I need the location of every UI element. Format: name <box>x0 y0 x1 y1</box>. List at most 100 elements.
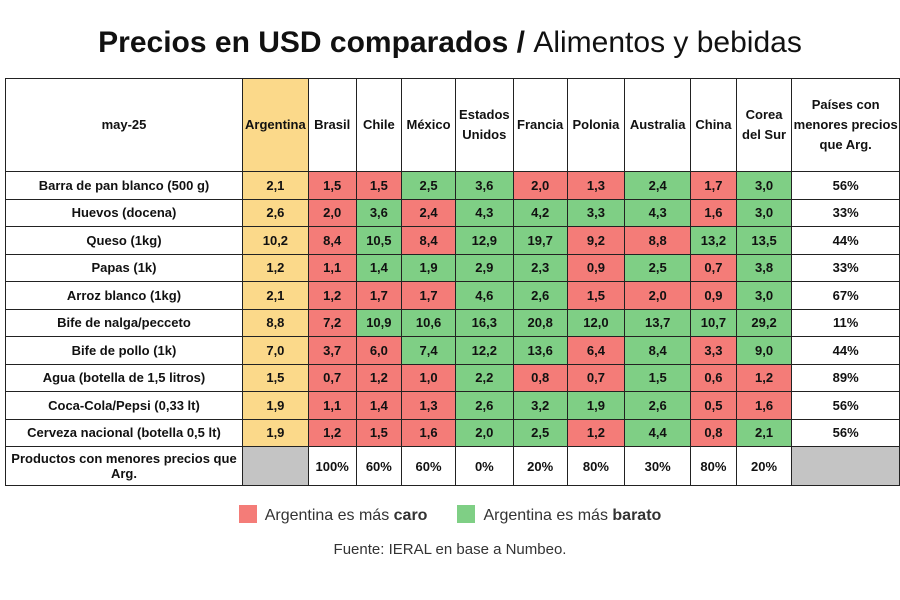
summary-cell: 30% <box>624 446 692 486</box>
price-cell: 1,9 <box>401 253 456 282</box>
price-cell: 3,0 <box>735 198 793 227</box>
row-label: Cerveza nacional (botella 0,5 lt) <box>5 418 243 447</box>
price-cell: 1,6 <box>735 391 793 420</box>
header-argentina: Argentina <box>241 78 309 172</box>
price-cell: 1,2 <box>355 363 403 392</box>
price-cell: 2,9 <box>454 253 514 282</box>
share-cell: 11% <box>791 308 900 337</box>
price-cell: 8,4 <box>624 336 692 365</box>
price-cell: 2,1 <box>241 171 309 200</box>
summary-cell: 60% <box>355 446 403 486</box>
price-cell: 2,6 <box>241 198 309 227</box>
legend-swatch-red <box>238 505 257 523</box>
share-cell: 44% <box>791 336 900 365</box>
price-cell: 4,6 <box>454 281 514 310</box>
empty-cell <box>791 446 900 486</box>
price-cell: 2,0 <box>307 198 357 227</box>
title-sub: Alimentos y bebidas <box>533 26 802 59</box>
row-label: Queso (1kg) <box>5 226 243 255</box>
price-cell: 10,7 <box>690 308 737 337</box>
price-cell: 4,2 <box>512 198 568 227</box>
price-cell: 1,3 <box>566 171 626 200</box>
summary-cell: 20% <box>735 446 793 486</box>
share-cell: 89% <box>791 363 900 392</box>
table-row: Agua (botella de 1,5 litros) 1,5 0,7 1,2 1,0… <box>5 363 900 392</box>
price-cell: 1,4 <box>355 391 403 420</box>
summary-cell: 60% <box>401 446 456 486</box>
row-label: Agua (botella de 1,5 litros) <box>5 363 243 392</box>
price-cell: 0,6 <box>690 363 737 392</box>
header-brasil: Brasil <box>307 78 357 172</box>
table-row: Papas (1k) 1,2 1,1 1,4 1,9 2,9 2,3 0,9 2,5 0,7 3,8… <box>5 253 900 282</box>
price-cell: 19,7 <box>512 226 568 255</box>
price-cell: 8,8 <box>624 226 692 255</box>
table-row: Queso (1kg) 10,2 8,4 10,5 8,4 12,9 19,7 9,2 8,8 1… <box>5 226 900 255</box>
price-cell: 1,0 <box>401 363 456 392</box>
price-cell: 1,5 <box>566 281 626 310</box>
price-cell: 3,7 <box>307 336 357 365</box>
row-label: Huevos (docena) <box>5 198 243 227</box>
price-cell: 1,6 <box>401 418 456 447</box>
price-cell: 0,9 <box>566 253 626 282</box>
empty-cell <box>241 446 309 486</box>
table-row: Huevos (docena) 2,6 2,0 3,6 2,4 4,3 4,2 3,3 4,3 1… <box>5 198 900 227</box>
price-cell: 1,3 <box>401 391 456 420</box>
price-cell: 2,5 <box>624 253 692 282</box>
price-cell: 6,0 <box>355 336 403 365</box>
price-cell: 2,4 <box>401 198 456 227</box>
share-cell: 33% <box>791 198 900 227</box>
price-cell: 0,7 <box>307 363 357 392</box>
share-cell: 44% <box>791 226 900 255</box>
price-cell: 1,5 <box>355 418 403 447</box>
table-row: Bife de pollo (1k) 7,0 3,7 6,0 7,4 12,2 13,6 6,… <box>5 336 900 365</box>
price-cell: 2,2 <box>454 363 514 392</box>
share-cell: 67% <box>791 281 900 310</box>
price-cell: 1,2 <box>735 363 793 392</box>
price-cell: 10,6 <box>401 308 456 337</box>
price-cell: 1,2 <box>566 418 626 447</box>
header-chile: Chile <box>355 78 403 172</box>
price-cell: 1,7 <box>401 281 456 310</box>
price-cell: 12,2 <box>454 336 514 365</box>
row-label: Bife de nalga/pecceto <box>5 308 243 337</box>
price-cell: 3,8 <box>735 253 793 282</box>
price-cell: 2,5 <box>512 418 568 447</box>
price-cell: 8,4 <box>401 226 456 255</box>
price-cell: 10,2 <box>241 226 309 255</box>
price-cell: 0,7 <box>566 363 626 392</box>
price-cell: 2,5 <box>401 171 456 200</box>
table-row: Arroz blanco (1kg) 2,1 1,2 1,7 1,7 4,6 2,6 1,5 2… <box>5 281 900 310</box>
price-cell: 1,2 <box>307 281 357 310</box>
price-cell: 1,2 <box>307 418 357 447</box>
row-label: Arroz blanco (1kg) <box>5 281 243 310</box>
header-corea-del-sur: Corea del Sur <box>735 78 793 172</box>
price-cell: 0,5 <box>690 391 737 420</box>
price-cell: 13,5 <box>735 226 793 255</box>
share-cell: 33% <box>791 253 900 282</box>
price-cell: 1,5 <box>307 171 357 200</box>
price-cell: 1,5 <box>624 363 692 392</box>
price-cell: 2,0 <box>512 171 568 200</box>
price-cell: 1,6 <box>690 198 737 227</box>
price-cell: 3,0 <box>735 171 793 200</box>
share-cell: 56% <box>791 418 900 447</box>
price-cell: 20,8 <box>512 308 568 337</box>
price-cell: 2,3 <box>512 253 568 282</box>
price-cell: 3,6 <box>355 198 403 227</box>
price-cell: 1,9 <box>566 391 626 420</box>
price-table: may-25 Argentina Brasil Chile México Estados … <box>5 78 900 486</box>
legend-item-barato: Argentina es más barato <box>457 505 661 525</box>
table-row: Coca-Cola/Pepsi (0,33 lt) 1,9 1,1 1,4 1,3 2,6… <box>5 391 900 420</box>
table-row: Cerveza nacional (botella 0,5 lt) 1,9 1,2 1… <box>5 418 900 447</box>
price-cell: 10,9 <box>355 308 403 337</box>
price-cell: 10,5 <box>355 226 403 255</box>
price-cell: 13,2 <box>690 226 737 255</box>
price-cell: 2,6 <box>454 391 514 420</box>
price-cell: 1,1 <box>307 391 357 420</box>
header-china: China <box>690 78 737 172</box>
source-note: Fuente: IERAL en base a Numbeo. <box>333 541 567 558</box>
price-cell: 1,9 <box>241 391 309 420</box>
price-cell: 7,4 <box>401 336 456 365</box>
price-cell: 1,9 <box>241 418 309 447</box>
price-cell: 2,1 <box>241 281 309 310</box>
